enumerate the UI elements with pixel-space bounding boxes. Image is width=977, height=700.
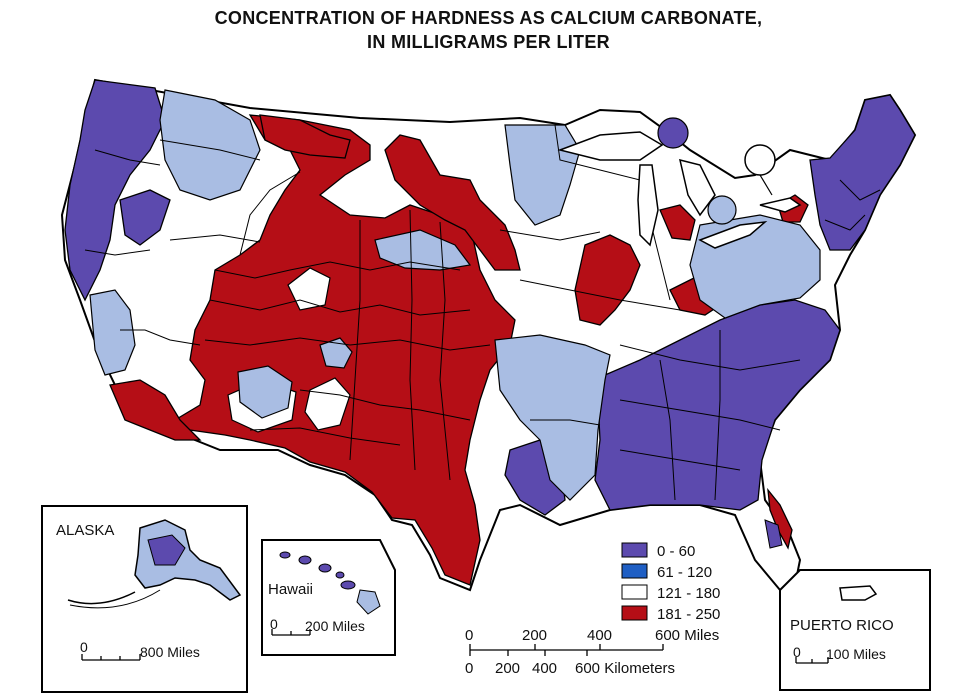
scale-miles-200: 200	[522, 627, 547, 644]
alaska-peninsula	[69, 589, 161, 609]
puerto-rico-inset-frame	[779, 569, 931, 691]
lightblue-region-nebraska	[374, 229, 472, 271]
lightblue-region-california	[89, 289, 136, 376]
lightblue-region-utah	[319, 337, 353, 369]
white-area-colorado	[304, 377, 351, 431]
soft-region-northwest-interior	[119, 189, 171, 246]
legend-label-181-250: 181 - 250	[657, 606, 720, 623]
lightblue-region-south-central	[494, 334, 611, 501]
alaska-label: ALASKA	[56, 522, 114, 539]
alaska-soft-area	[147, 534, 186, 566]
hard-region-michigan	[659, 204, 696, 241]
lake-superior-marker	[657, 117, 689, 149]
hard-region-florida	[767, 487, 793, 550]
hawaii-label: Hawaii	[268, 581, 313, 598]
puerto-rico-shape	[839, 585, 878, 601]
lake-ontario-marker	[744, 144, 776, 176]
legend-swatch-0-60	[621, 542, 648, 558]
legend-swatch-181-250	[621, 605, 648, 621]
hawaii-scale-start: 0	[270, 616, 278, 632]
legend-label-121-180: 121 - 180	[657, 585, 720, 602]
lake-superior	[557, 131, 664, 161]
scale-km-400: 400	[532, 660, 557, 677]
lightblue-region-nevada-basin	[237, 365, 293, 419]
legend-swatch-121-180	[621, 584, 648, 600]
alaska-aleutians	[67, 591, 136, 605]
legend-swatch-61-120	[621, 563, 648, 579]
alaska-scale-start: 0	[80, 639, 88, 655]
lake-michigan	[637, 164, 659, 247]
map-title: CONCENTRATION OF HARDNESS AS CALCIUM CAR…	[0, 6, 977, 54]
soft-region-northeast	[809, 94, 916, 251]
lake-huron-marker	[707, 195, 737, 225]
scale-miles-0: 0	[465, 627, 473, 644]
legend-label-0-60: 0 - 60	[657, 543, 695, 560]
puerto-rico-scale-start: 0	[793, 644, 801, 660]
hawaii-scale-end: 200 Miles	[305, 618, 365, 634]
scale-km-600: 600 Kilometers	[575, 660, 675, 677]
map-title-line2: IN MILLIGRAMS PER LITER	[367, 32, 610, 52]
puerto-rico-scale-bar	[795, 657, 829, 664]
lake-marker-leader	[759, 174, 773, 196]
white-area-wyoming	[287, 267, 331, 311]
hawaii-inset-frame	[261, 539, 396, 656]
soft-region-florida-inset	[764, 519, 783, 549]
scale-km-0: 0	[465, 660, 473, 677]
lake-huron	[678, 158, 716, 217]
map-title-line1: CONCENTRATION OF HARDNESS AS CALCIUM CAR…	[214, 8, 763, 28]
scale-miles-600: 600 Miles	[655, 627, 719, 644]
hard-region-northern-rockies	[259, 114, 351, 159]
puerto-rico-label: PUERTO RICO	[790, 617, 894, 634]
hawaii-islands	[279, 551, 381, 615]
scale-miles-400: 400	[587, 627, 612, 644]
hard-region-southwest-coast	[109, 379, 202, 441]
alaska-scale-end: 800 Miles	[140, 644, 200, 660]
main-scale-bar	[469, 644, 664, 656]
hard-region-dakotas	[384, 134, 521, 271]
lake-erie	[698, 220, 768, 249]
scale-km-200: 200	[495, 660, 520, 677]
puerto-rico-scale-end: 100 Miles	[826, 646, 886, 662]
legend-label-61-120: 61 - 120	[657, 564, 712, 581]
hawaii-scale-bar	[271, 629, 311, 636]
lake-ontario	[759, 197, 802, 213]
soft-region-pacific-northwest	[64, 79, 166, 302]
alaska-scale-bar	[81, 654, 141, 661]
legend: 0 - 60 61 - 120 121 - 180 181 - 250	[621, 542, 720, 623]
